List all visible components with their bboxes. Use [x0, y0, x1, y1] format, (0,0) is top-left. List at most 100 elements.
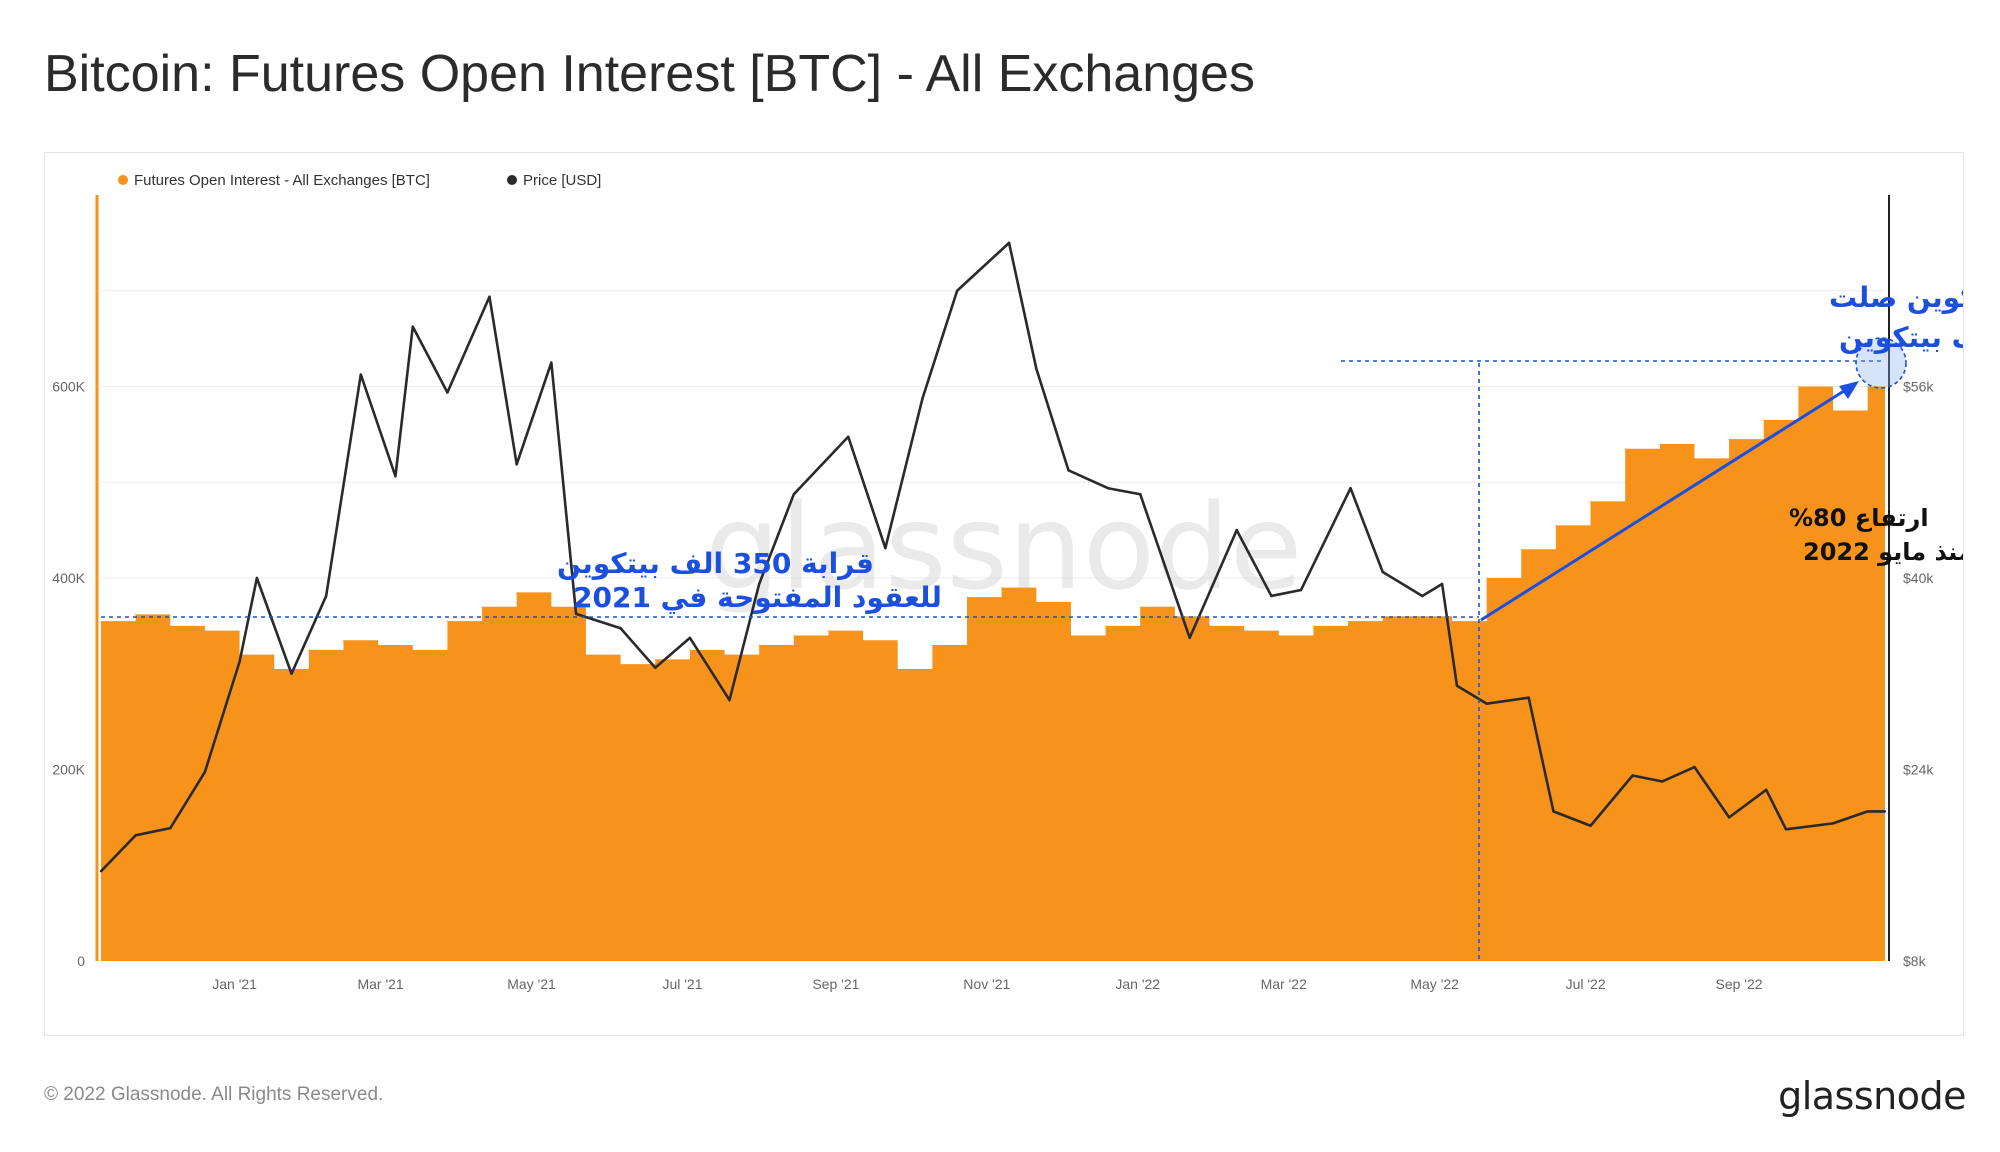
y-left-tick-label: 400K [52, 570, 85, 586]
legend: Futures Open Interest - All Exchanges [B… [118, 172, 601, 189]
price-point [1485, 702, 1488, 705]
legend-price-marker [507, 175, 517, 185]
oi-point [100, 620, 102, 622]
price-point [792, 493, 796, 496]
oi-point [1763, 419, 1765, 421]
oi-point [897, 668, 899, 670]
price-line-layer [99, 241, 1887, 873]
oi-point [481, 606, 483, 608]
oi-point [966, 596, 968, 598]
price-point [515, 463, 518, 466]
oi-point [758, 644, 760, 646]
rise-arrow-head [1839, 381, 1859, 399]
price-point [446, 391, 449, 394]
y-left-tick-label: 200K [52, 762, 85, 778]
footer-copyright: © 2022 Glassnode. All Rights Reserved. [44, 1084, 384, 1105]
oi-point [1312, 625, 1314, 627]
oi-area [101, 354, 1885, 962]
chart-svg: Futures Open Interest - All Exchanges [B… [52, 172, 1963, 993]
price-point [394, 475, 397, 478]
price-point [411, 325, 414, 328]
price-point [1421, 594, 1424, 598]
price-point [550, 361, 553, 364]
price-point [359, 373, 363, 376]
price-point [1139, 493, 1142, 496]
oi-point [1867, 386, 1869, 387]
oi-point [135, 613, 137, 615]
price-point [1455, 684, 1459, 687]
price-point [169, 826, 172, 830]
oi-point [585, 654, 587, 656]
price-point [1270, 594, 1273, 598]
price-point [688, 636, 692, 640]
y-right-tick-label: $56k [1903, 379, 1934, 395]
price-point [1631, 774, 1634, 777]
oi-point [308, 649, 310, 651]
chart-panel: Futures Open Interest - All Exchanges [B… [44, 152, 1964, 1036]
oi-point [1243, 630, 1245, 632]
price-point [1007, 241, 1011, 245]
oi-point [1139, 606, 1141, 608]
price-point [619, 627, 622, 630]
price-point [99, 870, 103, 873]
oi-point [377, 644, 379, 646]
x-tick-label: Jul '22 [1566, 976, 1606, 992]
price-point [955, 289, 959, 292]
price-point [1589, 824, 1592, 827]
tick-labels: Jan '21 Mar '21 May '21 Jul '21 Sep '21 Nov '… [52, 379, 1934, 993]
oi-point [516, 591, 518, 593]
price-point [847, 435, 850, 438]
price-point [1349, 487, 1352, 490]
x-tick-label: May '22 [1410, 976, 1459, 992]
legend-oi-marker [118, 175, 128, 185]
legend-oi-label: Futures Open Interest - All Exchanges [B… [134, 172, 430, 189]
oi-point [204, 630, 206, 632]
price-point [203, 770, 207, 774]
price-point [1035, 367, 1038, 370]
y-left-tick-label: 600K [52, 379, 85, 395]
oi-point [862, 639, 864, 641]
oi-point [793, 634, 795, 636]
oi-point [724, 654, 726, 656]
price-point [1866, 810, 1869, 813]
price-point [1067, 469, 1070, 472]
oi-point [1797, 386, 1799, 387]
legend-price-label: Price [USD] [523, 172, 601, 189]
price-point [1440, 582, 1444, 586]
oi-point [412, 649, 414, 651]
price-point [1661, 780, 1664, 783]
peak-annotation-line1: العقود المفتوحة بـالبيتكوين صلت [1829, 281, 1963, 314]
oi-point [1832, 409, 1834, 411]
oi-point [1693, 457, 1695, 459]
oi-point [342, 639, 344, 641]
price-point [1765, 788, 1768, 792]
oi-point [620, 663, 622, 665]
level-annotation-line1: قرابة 350 الف بيتكوين [557, 547, 874, 580]
oi-point [1451, 620, 1453, 622]
oi-point [1105, 625, 1107, 627]
y-right-tick-label: $8k [1903, 953, 1927, 969]
y-right-tick-label: $40k [1903, 570, 1934, 586]
oi-point [1416, 615, 1418, 617]
oi-point [1624, 448, 1626, 450]
oi-point [273, 668, 275, 670]
oi-point [1035, 601, 1037, 603]
price-point [1381, 570, 1384, 574]
oi-point [1884, 354, 1886, 356]
x-tick-label: Jul '21 [662, 976, 702, 992]
price-point [134, 834, 137, 837]
oi-point [1728, 438, 1730, 440]
x-tick-label: Jan '21 [212, 976, 257, 992]
oi-point [1278, 634, 1280, 636]
x-tick-label: Mar '22 [1261, 976, 1307, 992]
peak-highlight-circle [1855, 337, 1907, 389]
x-tick-label: Jan '22 [1115, 976, 1160, 992]
price-point [757, 582, 761, 586]
price-point [290, 672, 293, 675]
oi-point [1486, 577, 1488, 579]
price-point [1188, 636, 1191, 640]
price-point [1299, 588, 1303, 592]
oi-area-layer [100, 354, 1886, 962]
y-right-tick-label: $24k [1903, 762, 1934, 778]
price-point [884, 546, 887, 550]
